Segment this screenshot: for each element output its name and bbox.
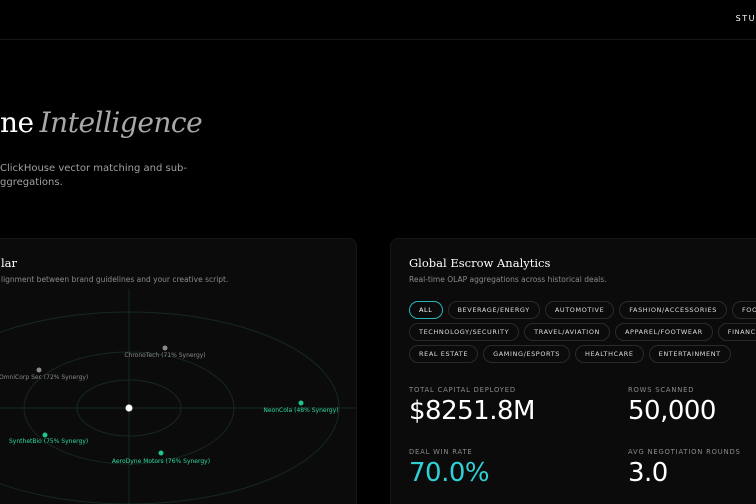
filter-chip[interactable]: BEVERAGE/ENERGY <box>447 301 540 319</box>
chip-row: ALL BEVERAGE/ENERGY AUTOMOTIVE FASHION/ACCE… <box>409 301 756 319</box>
title-italic: Intelligence <box>39 106 203 139</box>
card-title: Global Escrow Analytics <box>409 256 551 270</box>
subtitle-line: ggregations. <box>0 177 63 188</box>
point-label: AeroDyne Motors (76% Synergy) <box>112 458 210 465</box>
stat-label: DEAL WIN RATE <box>409 448 473 456</box>
point-label: ChronoTech (71% Synergy) <box>124 352 205 359</box>
filter-chip[interactable]: ENTERTAINMENT <box>648 345 731 363</box>
nav-item[interactable]: STU <box>735 14 756 23</box>
radar-point[interactable] <box>162 345 168 351</box>
analytics-card: Global Escrow Analytics Real-time OLAP a… <box>390 238 756 504</box>
filter-chip[interactable]: TECHNOLOGY/SECURITY <box>409 323 520 341</box>
card-subtitle: Real-time OLAP aggregations across histo… <box>409 275 607 284</box>
radar-point[interactable] <box>158 450 164 456</box>
stat-label: ROWS SCANNED <box>628 386 695 394</box>
title-plain: ne <box>0 106 34 139</box>
filter-chip[interactable]: APPAREL/FOOTWEAR <box>615 323 713 341</box>
stat-value: 3.0 <box>628 458 668 488</box>
filter-chip[interactable]: ALL <box>409 301 443 319</box>
center-dot <box>125 404 133 412</box>
chip-row: TECHNOLOGY/SECURITY TRAVEL/AVIATION APPARE… <box>409 323 756 341</box>
filter-chip[interactable]: TRAVEL/AVIATION <box>524 323 610 341</box>
card-title: lar <box>1 256 18 270</box>
radar-point[interactable] <box>298 400 304 406</box>
subtitle-line: ClickHouse vector matching and sub- <box>0 163 188 174</box>
point-label: SynthetBio (75% Synergy) <box>9 438 88 445</box>
filter-chip[interactable]: HEALTHCARE <box>574 345 644 363</box>
hero-title: ne Intelligence <box>0 106 203 139</box>
filter-chip[interactable]: GAMING/ESPORTS <box>483 345 570 363</box>
filter-chip[interactable]: FASHION/ACCESSORIES <box>619 301 727 319</box>
card-subtitle: lignment between brand guidelines and yo… <box>1 275 229 284</box>
filter-chip[interactable]: FINANCE/BANK <box>717 323 756 341</box>
radar-card: lar lignment between brand guidelines an… <box>0 238 357 504</box>
filter-chip[interactable]: AUTOMOTIVE <box>544 301 615 319</box>
point-label: NeonCola (48% Synergy) <box>263 407 338 414</box>
stat-label: AVG NEGOTIATION ROUNDS <box>628 448 741 456</box>
chip-row: REAL ESTATE GAMING/ESPORTS HEALTHCARE ENTER… <box>409 345 756 363</box>
stat-value: 70.0% <box>409 458 490 488</box>
point-label: OmniCorp Sec (72% Synergy) <box>0 374 88 381</box>
stat-value: 50,000 <box>628 396 716 426</box>
filter-chips: ALL BEVERAGE/ENERGY AUTOMOTIVE FASHION/ACCE… <box>409 301 756 367</box>
stat-label: TOTAL CAPITAL DEPLOYED <box>409 386 516 394</box>
filter-chip[interactable]: REAL ESTATE <box>409 345 479 363</box>
stat-value: $8251.8M <box>409 396 535 426</box>
radar-point[interactable] <box>42 432 48 438</box>
nav-divider <box>0 39 756 40</box>
hero-subtitle: ClickHouse vector matching and sub- ggre… <box>0 162 187 190</box>
radar-point[interactable] <box>36 367 42 373</box>
filter-chip[interactable]: FOOD <box>731 301 756 319</box>
radar-chart: ChronoTech (71% Synergy) OmniCorp Sec (72… <box>0 289 356 504</box>
